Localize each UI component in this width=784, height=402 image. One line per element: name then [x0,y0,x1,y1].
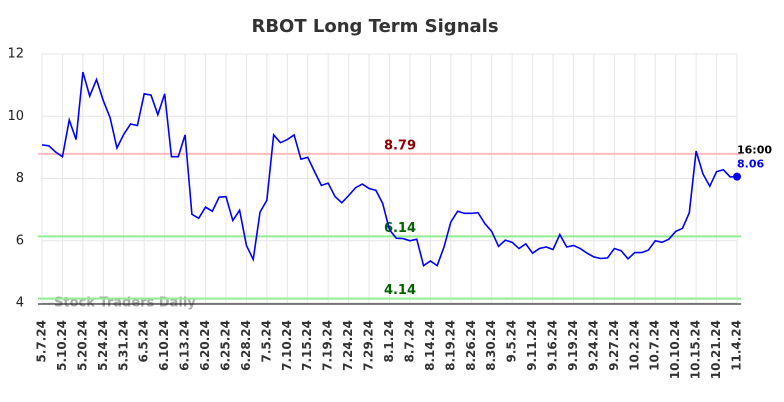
signal-label: 8.79 [384,138,416,153]
x-tick-label: 10.15.24 [689,320,703,379]
x-tick-label: 9.5.24 [505,320,519,363]
signal-label: 4.14 [384,283,416,298]
x-tick-label: 5.31.24 [116,320,130,371]
x-tick-label: 8.19.24 [443,320,457,371]
x-tick-label: 8.1.24 [382,320,396,363]
x-tick-label: 7.19.24 [321,320,335,371]
x-tick-label: 5.7.24 [35,320,49,363]
x-tick-label: 6.28.24 [239,320,253,371]
y-tick-label: 12 [7,47,24,62]
x-tick-label: 6.25.24 [218,320,232,371]
x-tick-label: 6.5.24 [137,320,151,363]
x-tick-label: 8.7.24 [402,320,416,363]
x-tick-label: 9.19.24 [566,320,580,371]
x-tick-label: 6.20.24 [198,320,212,371]
x-tick-label: 5.10.24 [55,320,69,371]
last-value: 8.06 [737,158,764,171]
x-tick-label: 8.26.24 [464,320,478,371]
chart-title: RBOT Long Term Signals [251,16,498,37]
x-tick-label: 8.14.24 [423,320,437,371]
x-tick-label: 9.11.24 [525,320,539,371]
x-tick-label: 7.10.24 [280,320,294,371]
x-tick-label: 7.15.24 [300,320,314,371]
x-tick-label: 6.10.24 [157,320,171,371]
x-tick-label: 6.13.24 [178,320,192,371]
x-tick-label: 9.24.24 [586,320,600,371]
x-tick-label: 8.30.24 [484,320,498,371]
x-tick-label: 9.16.24 [546,320,560,371]
x-tick-label: 7.29.24 [362,320,376,371]
x-tick-label: 11.4.24 [730,320,744,371]
y-tick-label: 6 [16,233,24,248]
last-point [733,172,741,181]
price-line [41,71,738,267]
x-tick-label: 10.21.24 [709,320,723,379]
x-tick-label: 10.7.24 [648,320,662,371]
x-tick-label: 10.10.24 [668,320,682,379]
y-tick-label: 10 [7,109,24,124]
y-tick-label: 8 [16,171,24,186]
x-tick-label: 9.27.24 [607,320,621,371]
x-tick-label: 5.20.24 [75,320,89,371]
last-time: 16:00 [737,144,772,157]
y-tick-label: 4 [16,296,24,311]
x-tick-label: 7.5.24 [259,320,273,363]
x-tick-label: 5.24.24 [96,320,110,371]
x-tick-label: 7.24.24 [341,320,355,371]
x-tick-label: 10.2.24 [627,320,641,371]
